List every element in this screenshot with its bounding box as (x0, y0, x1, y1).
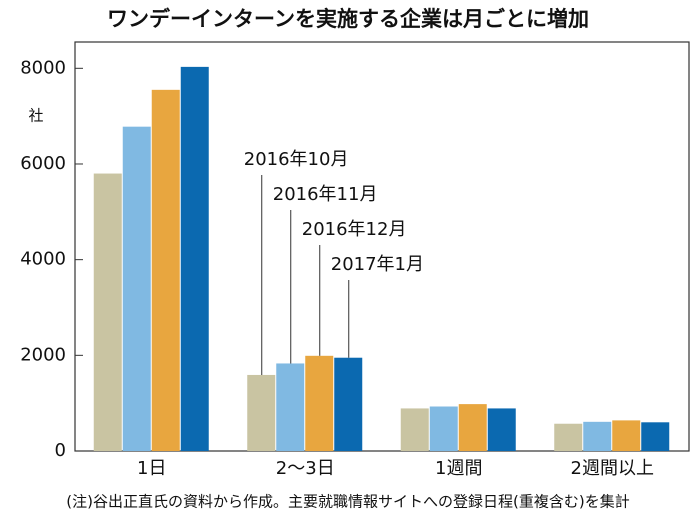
bar (400, 408, 429, 451)
legend-label: 2016年12月 (302, 219, 407, 240)
legend-label: 2016年10月 (244, 149, 349, 170)
legend-label: 2016年11月 (273, 184, 378, 205)
x-tick-label: 1週間 (435, 458, 482, 479)
x-tick-label: 1日 (137, 458, 166, 479)
x-tick-label: 2週間以上 (571, 458, 654, 479)
bar (429, 406, 458, 451)
bar (458, 404, 487, 451)
bar (554, 423, 583, 451)
footnote: (注)谷出正直氏の資料から作成。主要就職情報サイトへの登録日程(重複含む)を集計 (66, 493, 629, 511)
bar (641, 422, 670, 451)
bar (180, 66, 209, 452)
y-tick-label: 6000 (20, 153, 66, 174)
y-tick-label: 2000 (20, 344, 66, 365)
bar (151, 89, 180, 452)
bar (122, 126, 151, 452)
x-tick-label: 2〜3日 (276, 458, 335, 479)
y-tick-label: 4000 (20, 249, 66, 270)
bar (276, 363, 305, 451)
bar (247, 374, 276, 451)
bar (305, 355, 334, 451)
y-unit: 社 (28, 107, 43, 125)
legend-label: 2017年1月 (331, 254, 424, 275)
chart-title: ワンデーインターンを実施する企業は月ごとに増加 (107, 7, 589, 31)
y-tick-label: 0 (55, 440, 66, 461)
bar (334, 357, 363, 451)
bar (93, 173, 122, 451)
bar (487, 408, 516, 451)
plot-frame (74, 41, 690, 452)
bar (612, 420, 641, 451)
y-tick-label: 8000 (20, 57, 66, 78)
bar (583, 421, 612, 451)
